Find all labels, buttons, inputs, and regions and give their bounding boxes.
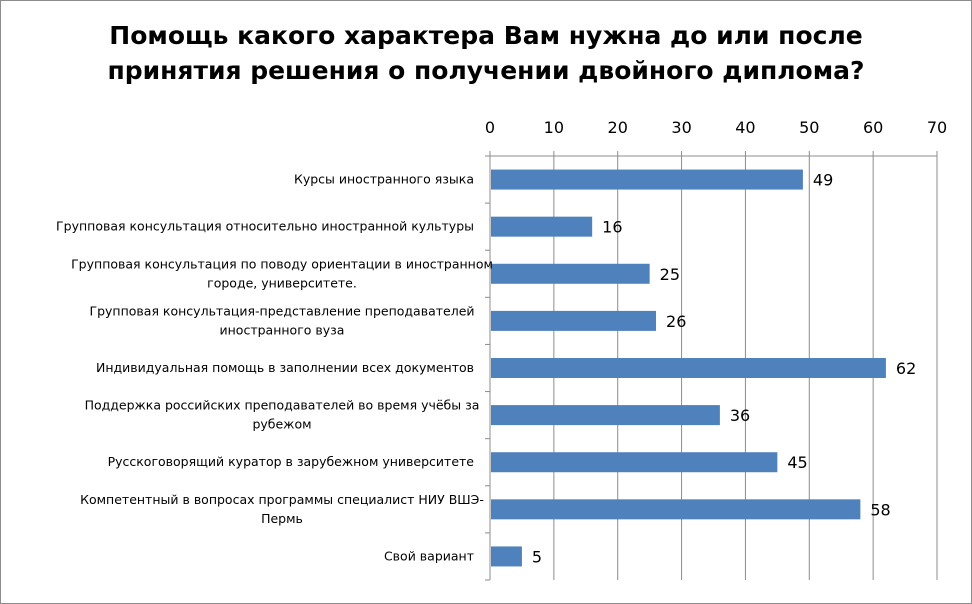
data-label: 5 (532, 547, 542, 566)
category-label: иностранного вуза (220, 322, 345, 337)
bar (491, 405, 720, 426)
data-label: 36 (730, 406, 750, 425)
category-label: Курсы иностранного языка (294, 172, 474, 187)
category-label: Групповая консультация относительно инос… (56, 219, 474, 234)
bar (491, 358, 886, 378)
data-label: 49 (813, 171, 833, 190)
category-label: Компетентный в вопросах программы специа… (80, 492, 484, 507)
x-tick-label: 70 (927, 118, 947, 137)
x-tick-label: 20 (608, 118, 628, 137)
data-label: 58 (870, 500, 890, 519)
bar (491, 546, 522, 567)
x-tick-label: 0 (485, 118, 495, 137)
category-label: Групповая консультация-представление пре… (89, 303, 474, 318)
bar (491, 310, 657, 331)
chart-title-line-1: Помощь какого характера Вам нужна до или… (109, 21, 863, 50)
data-label: 62 (896, 359, 916, 378)
bar (491, 499, 861, 520)
data-label: 45 (787, 453, 807, 472)
bar (491, 263, 650, 284)
data-label: 26 (666, 312, 686, 331)
x-tick-label: 40 (735, 118, 755, 137)
x-tick-label: 10 (544, 118, 564, 137)
chart-title: Помощь какого характера Вам нужна до или… (60, 18, 912, 88)
category-label: Групповая консультация по поводу ориента… (71, 256, 493, 271)
bar (491, 169, 803, 190)
category-label: рубежом (252, 417, 311, 432)
chart-title-line-2: принятия решения о получении двойного ди… (107, 56, 865, 85)
bar (491, 216, 593, 237)
data-label: 16 (602, 218, 622, 237)
category-label: городе, университете. (207, 275, 357, 290)
data-label: 25 (660, 265, 680, 284)
bar (491, 452, 778, 473)
x-tick-label: 30 (671, 118, 691, 137)
category-label: Свой вариант (384, 548, 474, 563)
category-label: Поддержка российских преподавателей во в… (85, 398, 480, 413)
category-label: Пермь (261, 511, 303, 526)
x-tick-label: 50 (799, 118, 819, 137)
category-label: Индивидуальная помощь в заполнении всех … (96, 360, 474, 375)
category-label: Русскоговорящий куратор в зарубежном уни… (108, 454, 475, 469)
x-tick-label: 60 (863, 118, 883, 137)
